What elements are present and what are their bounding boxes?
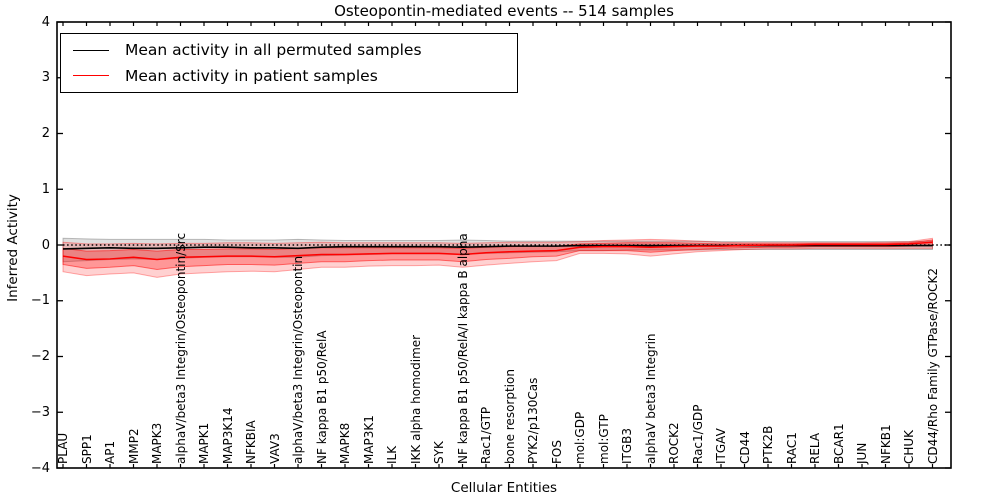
x-tick-label: MMP2: [126, 428, 141, 464]
x-tick-label: AP1: [103, 440, 117, 464]
x-tick-label: NF kappa B1 p50/RelA: [314, 330, 329, 464]
y-tick-label: −4: [30, 460, 50, 476]
x-tick-label: NF kappa B1 p50/RelA/I kappa B alpha: [455, 233, 470, 464]
legend-item: Mean activity in all permuted samples: [61, 41, 517, 59]
x-tick-label: MAPK8: [338, 422, 352, 464]
x-tick-label: ROCK2: [667, 422, 681, 464]
x-tick-label: MAP3K14: [220, 407, 235, 464]
x-tick-label: CD44: [737, 431, 752, 464]
x-tick-label: MAP3K1: [361, 415, 376, 464]
x-tick-label: alphaV/beta3 Integrin/Osteopontin/Src: [173, 232, 188, 464]
x-tick-label: SYK: [432, 441, 446, 464]
y-tick-label: 3: [41, 70, 50, 86]
legend-line-permuted: [73, 49, 109, 51]
x-tick-label: MAPK1: [197, 422, 211, 464]
x-tick-label: PTK2B: [761, 425, 775, 464]
x-tick-label: mol:GDP: [573, 411, 587, 464]
x-tick-label: Rac1/GTP: [479, 406, 493, 464]
x-tick-label: alphaV beta3 Integrin: [643, 333, 658, 464]
x-tick-label: JUN: [855, 442, 869, 464]
x-tick-label: CHUK: [902, 429, 916, 464]
x-tick-label: ITGAV: [714, 428, 728, 464]
legend-item: Mean activity in patient samples: [61, 67, 517, 85]
y-tick-label: 1: [41, 181, 50, 197]
x-tick-label: NFKB1: [878, 424, 893, 464]
x-tick-label: VAV3: [267, 433, 282, 464]
y-tick-label: 4: [41, 14, 50, 30]
x-tick-label: RELA: [808, 432, 822, 464]
x-tick-label: MAPK3: [150, 422, 164, 464]
x-tick-label: CD44/Rho Family GTPase/ROCK2: [925, 267, 940, 464]
x-tick-label: mol:GTP: [596, 414, 611, 464]
x-tick-label: Rac1/GDP: [690, 404, 705, 464]
x-tick-label: RAC1: [784, 432, 799, 464]
x-tick-label: ILK: [385, 445, 399, 464]
x-tick-label: IKK alpha homodimer: [408, 334, 423, 464]
y-tick-label: −1: [30, 293, 50, 309]
y-tick-label: −2: [30, 349, 50, 364]
x-tick-label: FOS: [549, 440, 564, 464]
y-tick-label: −3: [30, 404, 50, 420]
x-tick-label: BCAR1: [831, 423, 846, 464]
legend-label-permuted: Mean activity in all permuted samples: [125, 41, 422, 60]
x-tick-label: ITGB3: [620, 427, 634, 464]
y-tick-label: 0: [41, 237, 50, 253]
y-tick-label: 2: [41, 126, 50, 141]
legend-line-patient: [73, 75, 109, 77]
legend: Mean activity in all permuted samples Me…: [60, 33, 518, 93]
patient-mean-line: [62, 241, 933, 261]
x-tick-label: bone resorption: [502, 369, 517, 464]
legend-label-patient: Mean activity in patient samples: [125, 66, 378, 85]
x-tick-label: alphaV/beta3 Integrin/Osteopontin: [291, 255, 305, 464]
x-tick-label: PLAU: [56, 432, 70, 464]
x-tick-label: NFKBIA: [244, 420, 258, 464]
chart-title: Osteopontin-mediated events -- 514 sampl…: [334, 2, 674, 20]
x-tick-label: SPP1: [79, 434, 94, 464]
x-axis-label: Cellular Entities: [450, 480, 558, 496]
x-tick-label: PYK2/p130Cas: [526, 377, 540, 464]
